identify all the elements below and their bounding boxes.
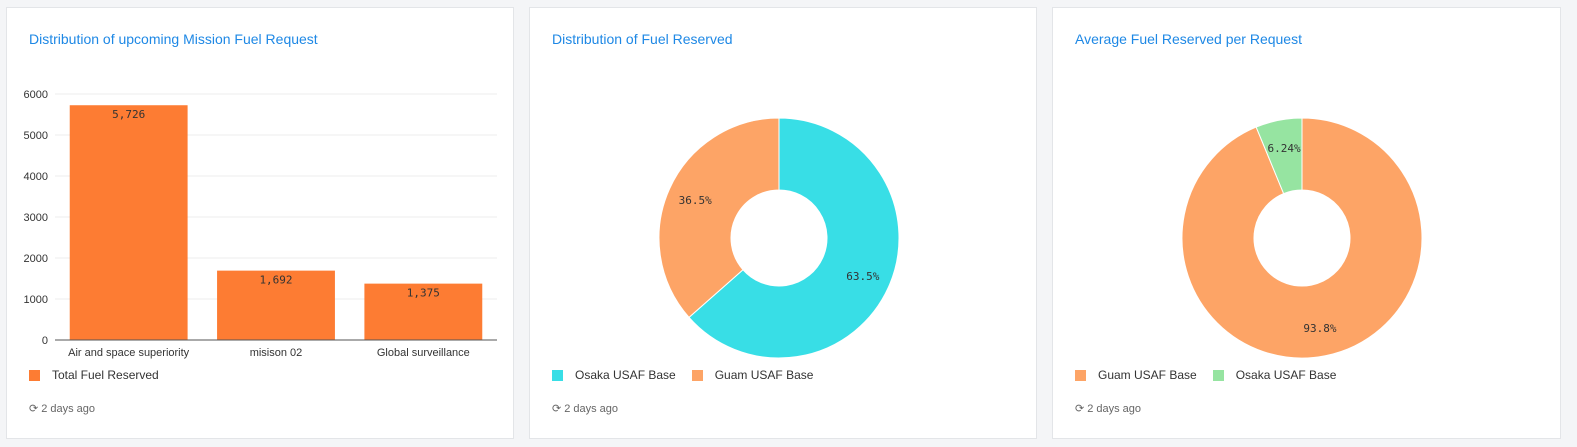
bar-global-surveillance[interactable] [364,283,483,340]
x-tick-label: Air and space superiority [68,347,190,359]
x-tick-label: Global surveillance [377,347,470,359]
slice-percent-label: 6.24% [1268,142,1301,155]
legend-swatch [29,369,40,381]
chart-legend: Osaka USAF Base Guam USAF Base [552,368,813,382]
last-updated-text: 2 days ago [41,402,96,415]
fuel-reserved-distribution-card: Distribution of Fuel Reserved 63.5% 36.5%… [529,7,1037,439]
legend-item-osaka-usaf-base[interactable]: Osaka USAF Base [552,368,676,382]
y-tick-label: 0 [42,335,48,347]
y-tick-label: 3000 [24,212,48,224]
donut-chart: 63.5% 36.5% [658,117,900,359]
legend-swatch [552,369,563,381]
slice-percent-label: 93.8% [1303,322,1336,335]
chart-title: Average Fuel Reserved per Request [1075,31,1302,47]
bar-value-label: 5,726 [112,108,145,121]
bar-air-and-space-superiority[interactable] [69,105,188,340]
legend-label: Guam USAF Base [714,368,814,382]
refresh-icon[interactable]: ⟳ [29,403,39,415]
bar-value-label: 1,692 [259,274,292,287]
last-updated: ⟳ 2 days ago [552,402,619,416]
slice-osaka-usaf-base[interactable] [688,117,900,359]
legend-item-total-fuel-reserved[interactable]: Total Fuel Reserved [29,368,159,382]
average-fuel-reserved-card: Average Fuel Reserved per Request 93.8% 6… [1052,7,1561,439]
slice-osaka-usaf-base[interactable] [1255,117,1303,195]
fuel-request-chart-card: Distribution of upcoming Mission Fuel Re… [6,7,514,439]
last-updated-text: 2 days ago [1087,402,1142,415]
chart-legend: Total Fuel Reserved [29,368,159,382]
y-tick-label: 2000 [24,253,48,265]
legend-swatch [1212,369,1224,381]
donut-chart: 93.8% 6.24% [1181,117,1423,359]
legend-swatch [1075,369,1086,381]
legend-item-guam-usaf-base[interactable]: Guam USAF Base [691,368,814,382]
y-tick-label: 5000 [24,130,48,142]
legend-label: Osaka USAF Base [1235,368,1337,382]
legend-item-guam-usaf-base[interactable]: Guam USAF Base [1075,368,1197,382]
chart-title: Distribution of upcoming Mission Fuel Re… [29,31,318,47]
slice-percent-label: 36.5% [679,194,712,207]
slice-percent-label: 63.5% [846,270,879,283]
chart-legend: Guam USAF Base Osaka USAF Base [1075,368,1336,382]
legend-label: Guam USAF Base [1098,368,1197,382]
x-tick-label: misison 02 [250,347,303,359]
last-updated-text: 2 days ago [564,402,619,415]
last-updated: ⟳ 2 days ago [29,402,96,416]
bar-value-label: 1,375 [407,287,440,300]
legend-swatch [691,369,703,381]
y-tick-label: 4000 [24,171,48,183]
legend-label: Osaka USAF Base [575,368,676,382]
slice-guam-usaf-base[interactable] [658,117,780,319]
chart-title: Distribution of Fuel Reserved [552,31,733,47]
refresh-icon[interactable]: ⟳ [1075,403,1085,415]
legend-item-osaka-usaf-base[interactable]: Osaka USAF Base [1212,368,1337,382]
bar-misison-02[interactable] [217,270,335,340]
legend-label: Total Fuel Reserved [52,368,159,382]
y-tick-label: 1000 [24,294,48,306]
slice-guam-usaf-base[interactable] [1181,117,1423,359]
bar-chart: 0 1000 2000 3000 4000 5000 6000 5,726 Air and sp… [24,89,497,359]
refresh-icon[interactable]: ⟳ [552,403,562,415]
last-updated: ⟳ 2 days ago [1075,402,1142,416]
y-tick-label: 6000 [24,89,48,101]
